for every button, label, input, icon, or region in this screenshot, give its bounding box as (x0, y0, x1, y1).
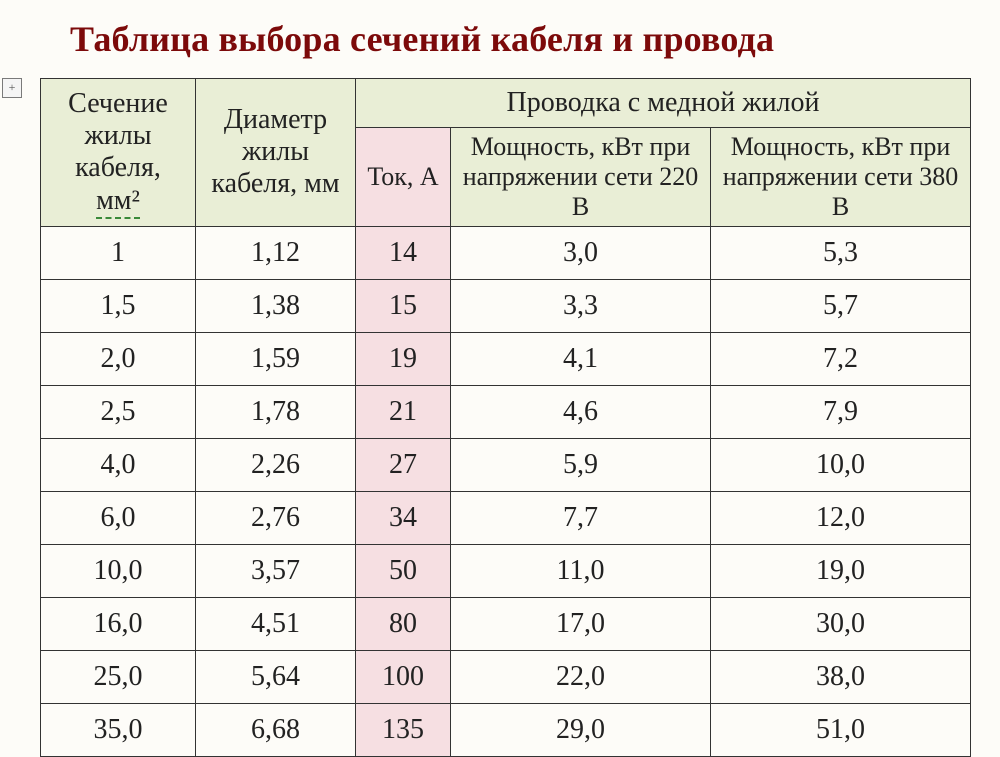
col-header-super: Проводка с медной жилой (356, 79, 971, 128)
table-row: 2,01,59194,17,2 (41, 332, 971, 385)
col-header-p220: Мощность, кВт при напряжении сети 220 В (451, 128, 711, 227)
cell-p220: 4,6 (451, 385, 711, 438)
cell-section: 16,0 (41, 597, 196, 650)
col-header-section: Сечение жилы кабеля, мм² (41, 79, 196, 227)
cell-p380: 38,0 (711, 650, 971, 703)
cell-diameter: 5,64 (196, 650, 356, 703)
cell-diameter: 2,26 (196, 438, 356, 491)
cell-section: 35,0 (41, 703, 196, 756)
cell-p220: 3,3 (451, 279, 711, 332)
cell-p380: 12,0 (711, 491, 971, 544)
cell-section: 2,5 (41, 385, 196, 438)
cell-p220: 4,1 (451, 332, 711, 385)
table-row: 25,05,6410022,038,0 (41, 650, 971, 703)
cell-p220: 22,0 (451, 650, 711, 703)
cell-current: 14 (356, 226, 451, 279)
cell-diameter: 1,59 (196, 332, 356, 385)
cell-current: 34 (356, 491, 451, 544)
cell-diameter: 1,12 (196, 226, 356, 279)
cell-section: 25,0 (41, 650, 196, 703)
cell-p380: 7,2 (711, 332, 971, 385)
cell-p220: 29,0 (451, 703, 711, 756)
cell-diameter: 3,57 (196, 544, 356, 597)
cell-current: 135 (356, 703, 451, 756)
table-row: 6,02,76347,712,0 (41, 491, 971, 544)
cell-p380: 19,0 (711, 544, 971, 597)
col-header-diameter: Диаметр жилы кабеля, мм (196, 79, 356, 227)
cell-p380: 5,7 (711, 279, 971, 332)
cell-p220: 11,0 (451, 544, 711, 597)
cell-current: 100 (356, 650, 451, 703)
table-row: 2,51,78214,67,9 (41, 385, 971, 438)
cell-diameter: 2,76 (196, 491, 356, 544)
col-header-current: Ток, А (356, 128, 451, 227)
cell-p380: 30,0 (711, 597, 971, 650)
cell-diameter: 1,38 (196, 279, 356, 332)
cell-diameter: 1,78 (196, 385, 356, 438)
table-row: 16,04,518017,030,0 (41, 597, 971, 650)
cell-section: 6,0 (41, 491, 196, 544)
col-header-p380: Мощность, кВт при напряжении сети 380 В (711, 128, 971, 227)
cell-current: 19 (356, 332, 451, 385)
table-row: 1,51,38153,35,7 (41, 279, 971, 332)
table-row: 10,03,575011,019,0 (41, 544, 971, 597)
cell-diameter: 4,51 (196, 597, 356, 650)
table-row: 35,06,6813529,051,0 (41, 703, 971, 756)
table-row: 4,02,26275,910,0 (41, 438, 971, 491)
cell-p220: 3,0 (451, 226, 711, 279)
cell-p220: 17,0 (451, 597, 711, 650)
cell-p380: 51,0 (711, 703, 971, 756)
cell-section: 2,0 (41, 332, 196, 385)
cell-section: 1,5 (41, 279, 196, 332)
collapse-widget-icon: + (2, 78, 22, 98)
cell-current: 27 (356, 438, 451, 491)
cell-section: 10,0 (41, 544, 196, 597)
page-title: Таблица выбора сечений кабеля и провода (70, 18, 972, 60)
cell-diameter: 6,68 (196, 703, 356, 756)
cell-p220: 5,9 (451, 438, 711, 491)
cell-current: 80 (356, 597, 451, 650)
cell-p380: 10,0 (711, 438, 971, 491)
cell-current: 15 (356, 279, 451, 332)
cell-section: 4,0 (41, 438, 196, 491)
cell-p380: 5,3 (711, 226, 971, 279)
cell-p380: 7,9 (711, 385, 971, 438)
cell-current: 50 (356, 544, 451, 597)
cable-selection-table: Сечение жилы кабеля, мм² Диаметр жилы ка… (40, 78, 971, 757)
cell-p220: 7,7 (451, 491, 711, 544)
cell-current: 21 (356, 385, 451, 438)
cell-section: 1 (41, 226, 196, 279)
table-row: 11,12143,05,3 (41, 226, 971, 279)
